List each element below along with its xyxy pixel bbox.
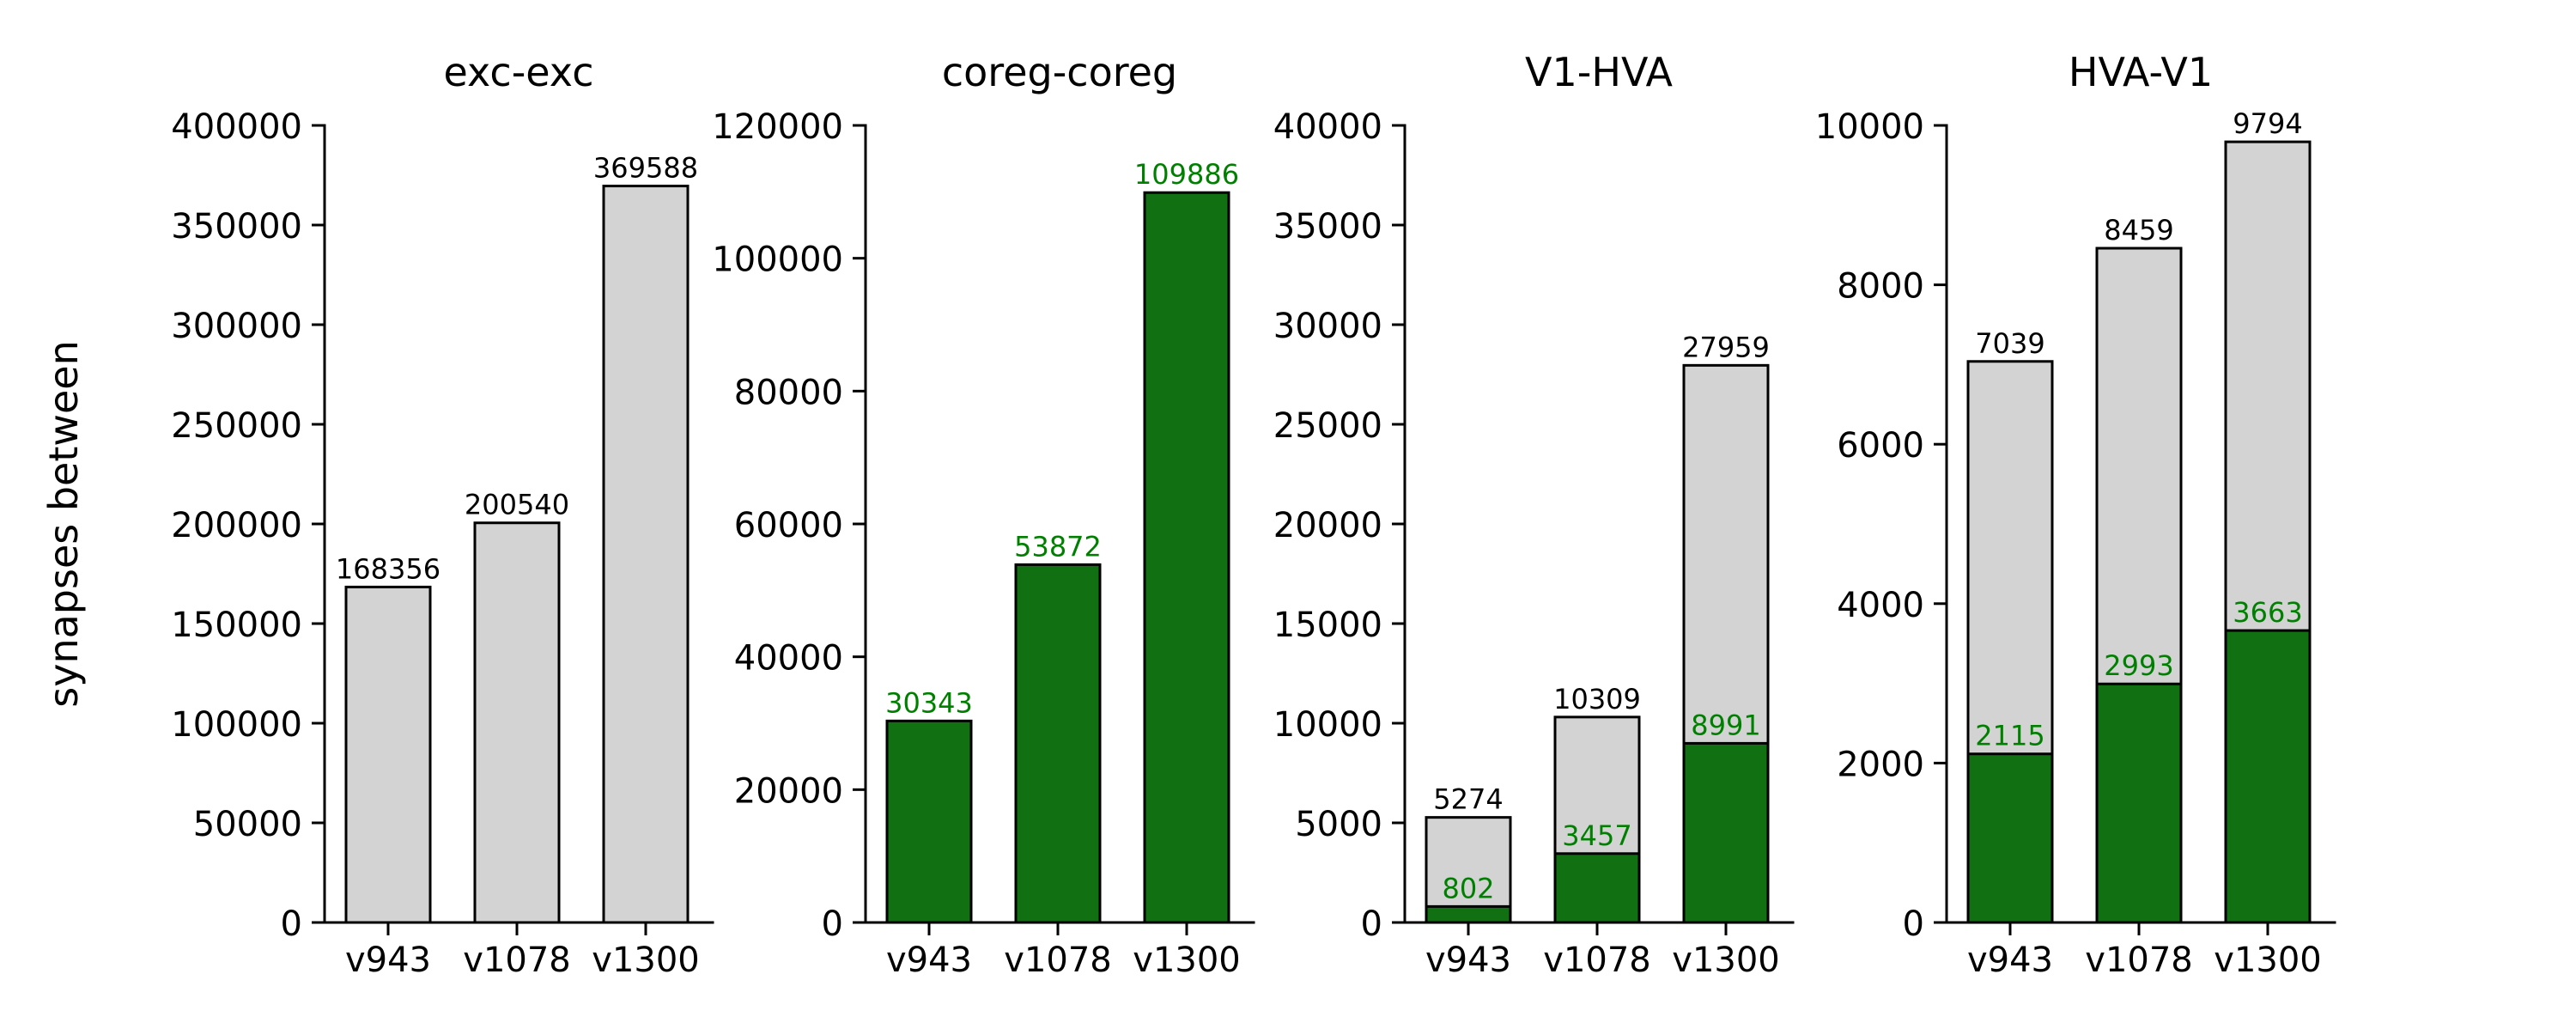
x-tick-label: v943: [1425, 941, 1511, 980]
bar-total-v943: [344, 585, 432, 924]
panel-HVA-V1: HVA-V1 0 2000 4000 6000 8000 10000 7039 2115 v943…: [1815, 49, 2336, 980]
bar-subset-v1300: [2224, 629, 2312, 924]
bar-total-label: 168356: [336, 552, 440, 585]
bar-subset-label: 2115: [1975, 720, 2044, 752]
bar-total-label: 5274: [1433, 783, 1503, 816]
panel-title: coreg-coreg: [942, 49, 1177, 95]
y-tick-label: 2000: [1837, 745, 1924, 784]
panel-coreg-coreg: coreg-coreg 0 20000 40000 60000 80000 100000 12…: [712, 49, 1255, 980]
bar-subset-v943: [1425, 904, 1512, 924]
x-tick-label: v943: [886, 941, 972, 980]
y-tick-label: 10000: [1815, 107, 1924, 147]
bar-subset-label: 109886: [1134, 158, 1239, 191]
x-tick-label: v1078: [2085, 941, 2192, 980]
bar-subset-v943: [1966, 752, 2054, 924]
bar-total-label: 200540: [465, 489, 569, 521]
y-tick-label: 150000: [171, 606, 302, 645]
x-tick-label: v1078: [1004, 941, 1111, 980]
y-tick-label: 200000: [171, 506, 302, 545]
y-tick-label: 60000: [734, 506, 843, 545]
bar-total-label: 369588: [593, 152, 698, 185]
y-tick-label: 5000: [1295, 805, 1382, 844]
y-tick-label: 50000: [193, 805, 302, 844]
bar-subset-label: 2993: [2104, 649, 2173, 682]
y-tick-label: 120000: [712, 107, 843, 147]
y-tick-label: 20000: [734, 771, 843, 811]
bar-subset-label: 3457: [1562, 819, 1631, 852]
x-tick-label: v1078: [463, 941, 570, 980]
y-tick-label: 10000: [1273, 705, 1382, 745]
bar-total-v1078: [473, 521, 561, 924]
bar-subset-label: 802: [1442, 872, 1494, 904]
y-tick-label: 0: [822, 904, 843, 944]
bar-subset-v1078: [1014, 563, 1102, 924]
y-tick-label: 100000: [712, 240, 843, 280]
bar-subset-v1300: [1682, 741, 1770, 924]
y-tick-label: 4000: [1837, 586, 1924, 625]
bar-total-label: 27959: [1682, 331, 1770, 363]
bar-subset-label: 3663: [2233, 596, 2302, 629]
x-tick-label: v1078: [1543, 941, 1650, 980]
y-tick-label: 6000: [1837, 426, 1924, 466]
bar-total-v943: [1425, 816, 1512, 924]
bar-subset-label: 30343: [885, 686, 973, 719]
y-tick-label: 80000: [734, 373, 843, 412]
x-tick-label: v943: [345, 941, 431, 980]
y-tick-label: 350000: [171, 207, 302, 247]
y-tick-label: 100000: [171, 705, 302, 745]
y-tick-label: 8000: [1837, 267, 1924, 307]
x-tick-label: v1300: [1672, 941, 1779, 980]
y-tick-label: 0: [281, 904, 302, 944]
y-tick-label: 250000: [171, 406, 302, 446]
y-tick-label: 0: [1361, 904, 1382, 944]
bar-subset-v1300: [1143, 191, 1230, 924]
y-tick-label: 40000: [734, 639, 843, 679]
y-tick-label: 40000: [1273, 107, 1382, 147]
y-tick-label: 25000: [1273, 406, 1382, 446]
bar-subset-label: 8991: [1691, 709, 1760, 741]
y-tick-label: 0: [1903, 904, 1924, 944]
bar-subset-v1078: [2095, 682, 2183, 924]
x-tick-label: v943: [1967, 941, 2053, 980]
y-tick-label: 300000: [171, 307, 302, 346]
bar-subset-label: 53872: [1014, 530, 1102, 563]
panel-title: HVA-V1: [2069, 49, 2213, 95]
bar-total-label: 8459: [2104, 214, 2173, 247]
panel-exc-exc: exc-exc 0 50000 100000 150000 200000 250000 300…: [171, 49, 714, 980]
panel-title: V1-HVA: [1525, 49, 1673, 95]
bar-total-label: 7039: [1975, 327, 2044, 360]
panel-title: exc-exc: [444, 49, 594, 95]
bar-subset-v943: [885, 719, 973, 924]
bar-total-label: 10309: [1553, 683, 1641, 715]
y-tick-label: 30000: [1273, 307, 1382, 346]
y-tick-label: 35000: [1273, 207, 1382, 247]
x-tick-label: v1300: [1133, 941, 1240, 980]
y-axis-label: synapses between: [40, 340, 87, 708]
y-tick-label: 400000: [171, 107, 302, 147]
y-tick-label: 15000: [1273, 606, 1382, 645]
y-tick-label: 20000: [1273, 506, 1382, 545]
bar-subset-v1078: [1553, 852, 1641, 924]
bar-total-label: 9794: [2233, 107, 2302, 140]
x-tick-label: v1300: [592, 941, 699, 980]
x-tick-label: v1300: [2214, 941, 2321, 980]
bar-total-v1300: [602, 185, 690, 924]
panel-V1-HVA: V1-HVA 0 5000 10000 15000 20000 25000 30000 3500…: [1273, 49, 1795, 980]
